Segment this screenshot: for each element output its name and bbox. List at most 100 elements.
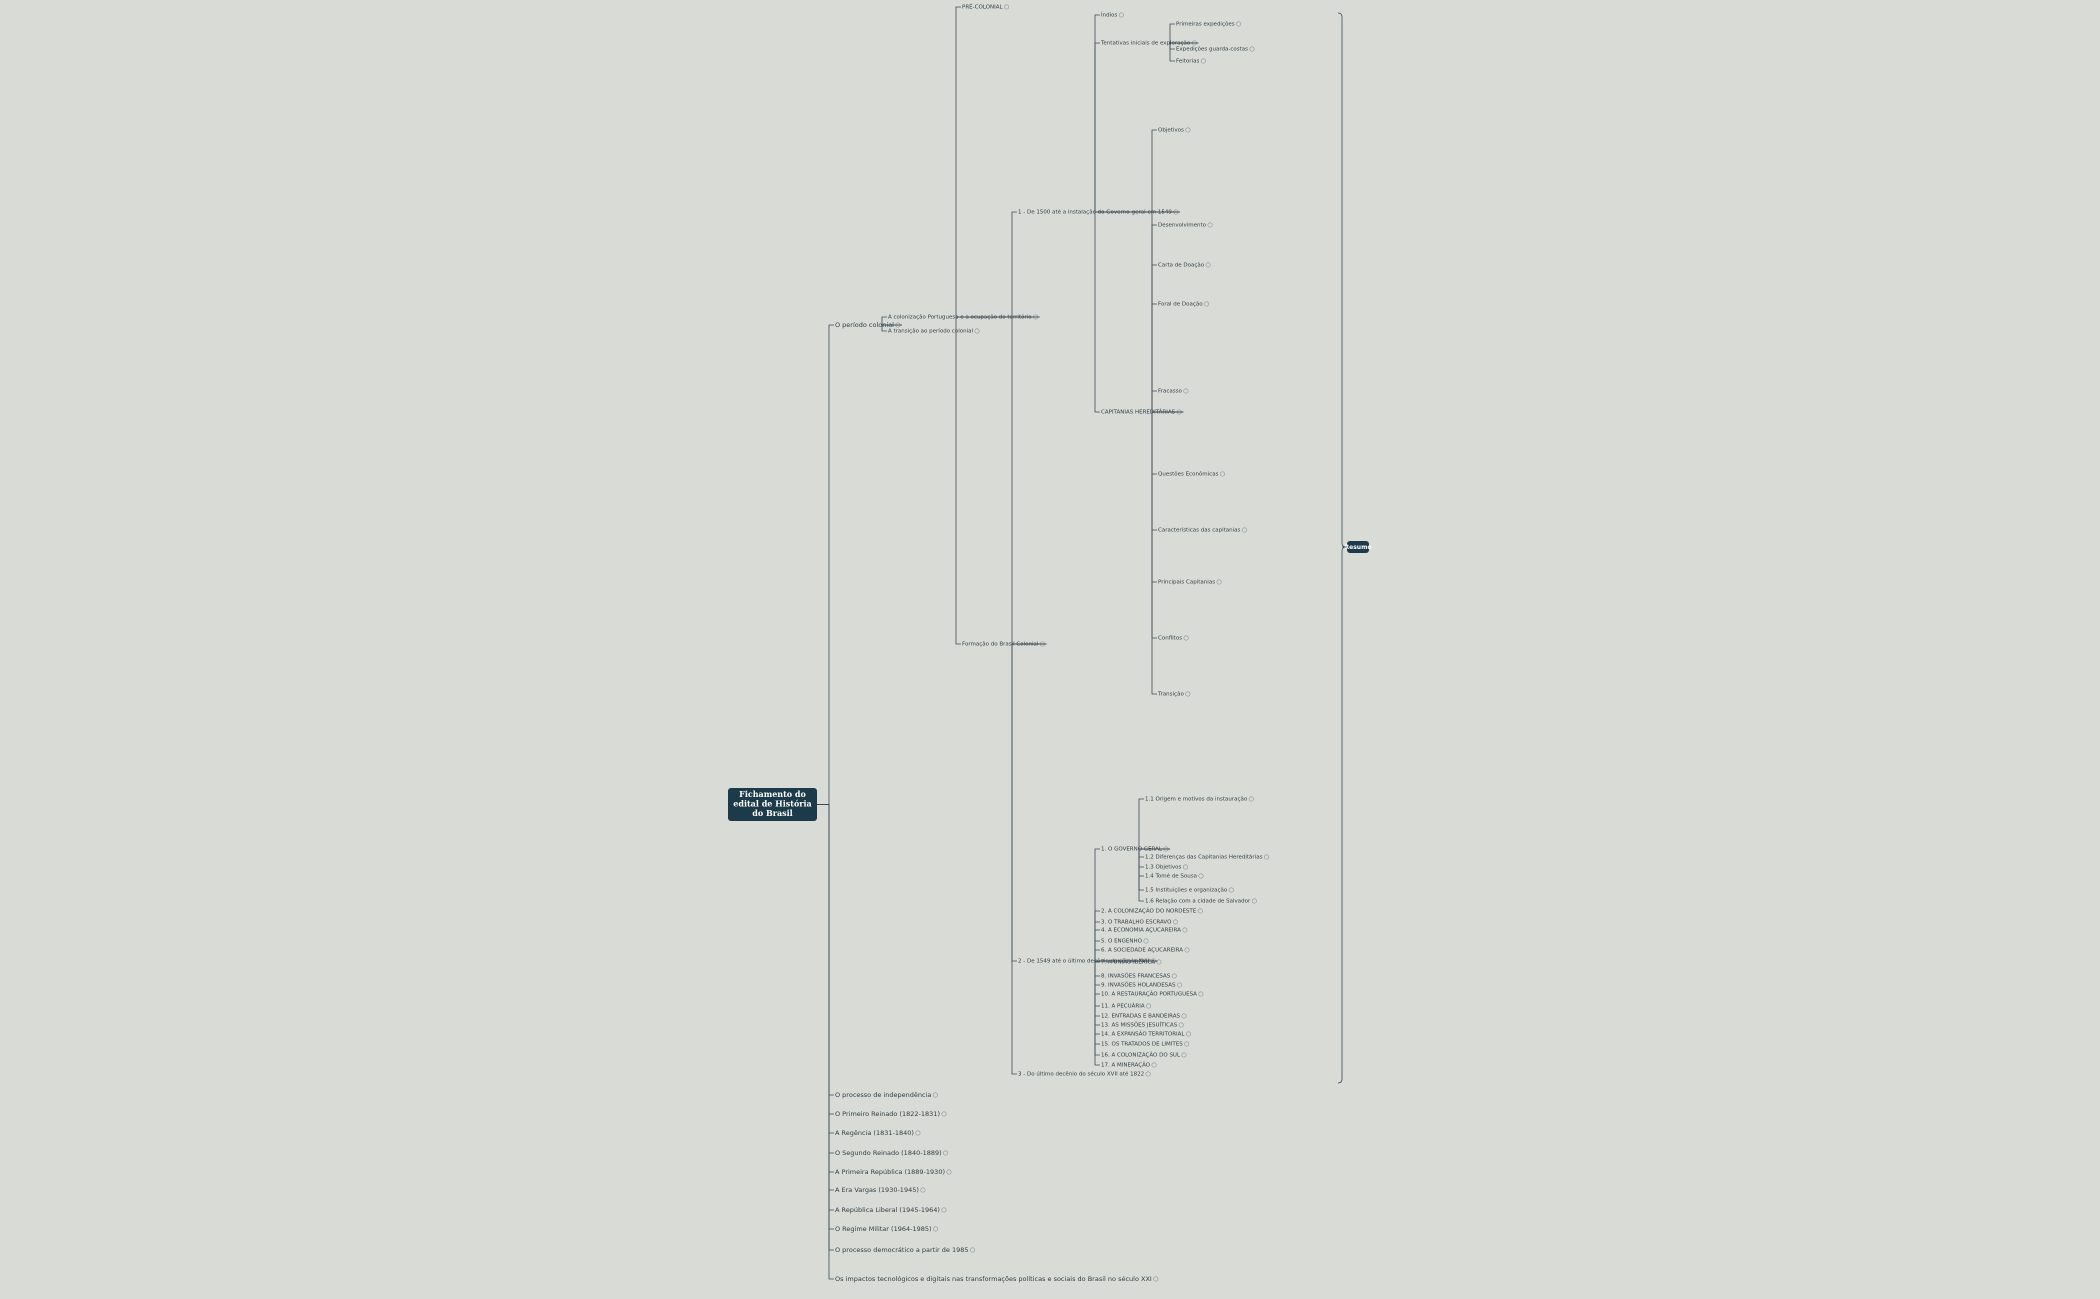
collapse-icon[interactable]: [1207, 222, 1213, 228]
root-node[interactable]: [728, 788, 817, 821]
topic-label[interactable]: 14. A EXPANSÃO TERRITORIAL: [1101, 1031, 1185, 1038]
topic-label[interactable]: 16. A COLONIZAÇÃO DO SUL: [1101, 1052, 1181, 1059]
collapse-icon[interactable]: [1263, 854, 1269, 860]
collapse-icon[interactable]: [1219, 471, 1225, 477]
collapse-icon[interactable]: [1249, 46, 1255, 52]
collapse-icon[interactable]: [1004, 4, 1010, 10]
collapse-icon[interactable]: [941, 1207, 947, 1213]
collapse-icon[interactable]: [1198, 991, 1204, 997]
topic-label[interactable]: Questões Econômicas: [1158, 471, 1219, 478]
topic-label[interactable]: 3 - Do último decênio do século XVII até…: [1018, 1071, 1144, 1078]
topic-label[interactable]: 9. INVASÕES HOLANDESAS: [1101, 982, 1176, 989]
root-label[interactable]: Fichamento do edital de História do Brasil: [733, 789, 811, 818]
topic-label[interactable]: 2. A COLONIZAÇÃO DO NORDESTE: [1101, 908, 1197, 915]
collapse-icon[interactable]: [1178, 1022, 1184, 1028]
topic-label[interactable]: PRÉ-COLONIAL: [962, 3, 1003, 11]
collapse-icon[interactable]: [1171, 973, 1177, 979]
collapse-icon[interactable]: [1143, 938, 1149, 944]
collapse-icon[interactable]: [1241, 527, 1247, 533]
topic-label[interactable]: 1.5 Instituições e organização: [1145, 888, 1228, 894]
topic-label[interactable]: Conflitos: [1158, 636, 1182, 642]
collapse-icon[interactable]: [1145, 1071, 1151, 1077]
collapse-icon[interactable]: [915, 1130, 921, 1136]
topic-label[interactable]: 1.6 Relação com a cidade de Salvador: [1145, 899, 1251, 905]
collapse-icon[interactable]: [1184, 1041, 1190, 1047]
topic-label[interactable]: Feitorias: [1176, 59, 1199, 65]
collapse-icon[interactable]: [933, 1226, 939, 1232]
collapse-icon[interactable]: [1156, 959, 1162, 965]
branch-label[interactable]: A República Liberal (1945-1964): [835, 1206, 940, 1214]
topic-label[interactable]: 1. O GOVERNO GERAL: [1101, 847, 1163, 853]
collapse-icon[interactable]: [1198, 873, 1204, 879]
collapse-icon[interactable]: [1185, 127, 1191, 133]
branch-label[interactable]: O período colonial: [835, 321, 894, 329]
topic-label[interactable]: 12. ENTRADAS E BANDEIRAS: [1101, 1014, 1181, 1020]
collapse-icon[interactable]: [1146, 1003, 1152, 1009]
collapse-icon[interactable]: [943, 1150, 949, 1156]
collapse-icon[interactable]: [1172, 919, 1178, 925]
topic-label[interactable]: 5. O ENGENHO: [1101, 939, 1143, 945]
branch-label[interactable]: A Era Vargas (1930-1945): [835, 1186, 919, 1194]
topic-label[interactable]: 1.2 Diferenças das Capitanias Hereditári…: [1145, 854, 1263, 861]
topic-label[interactable]: CAPITANIAS HEREDITÁRIAS: [1101, 409, 1176, 416]
topic-label[interactable]: Índios: [1101, 12, 1117, 19]
collapse-icon[interactable]: [1182, 864, 1188, 870]
summary-label[interactable]: Resumo: [1345, 544, 1372, 551]
topic-label[interactable]: 3. O TRABALHO ESCRAVO: [1101, 920, 1172, 926]
topic-label[interactable]: 6. A SOCIEDADE AÇUCAREIRA: [1101, 948, 1183, 954]
topic-label[interactable]: A transição ao período colonial: [888, 328, 973, 335]
topic-label[interactable]: Formação do Brasil Colonial: [962, 642, 1039, 648]
collapse-icon[interactable]: [1183, 635, 1189, 641]
collapse-icon[interactable]: [1181, 1052, 1187, 1058]
collapse-icon[interactable]: [1186, 1031, 1192, 1037]
summary-box[interactable]: [1347, 541, 1369, 553]
topic-label[interactable]: 15. OS TRATADOS DE LIMITES: [1101, 1042, 1183, 1048]
topic-label[interactable]: Transição: [1157, 692, 1184, 698]
topic-label[interactable]: 1.3 Objetivos: [1145, 865, 1182, 871]
collapse-icon[interactable]: [1118, 12, 1124, 18]
branch-label[interactable]: O Primeiro Reinado (1822-1831): [835, 1110, 940, 1118]
collapse-icon[interactable]: [1183, 388, 1189, 394]
collapse-icon[interactable]: [1182, 927, 1188, 933]
branch-label[interactable]: O processo de independência: [835, 1091, 931, 1099]
topic-label[interactable]: Objetivos: [1158, 128, 1184, 134]
collapse-icon[interactable]: [1184, 947, 1190, 953]
topic-label[interactable]: Características das capitanias: [1158, 527, 1241, 534]
collapse-icon[interactable]: [1216, 579, 1222, 585]
collapse-icon[interactable]: [1177, 982, 1183, 988]
collapse-icon[interactable]: [920, 1187, 926, 1193]
topic-label[interactable]: 10. A RESTAURAÇÃO PORTUGUESA: [1101, 991, 1197, 998]
topic-label[interactable]: Foral de Doação: [1158, 302, 1203, 308]
topic-label[interactable]: 1.4 Tomé de Sousa: [1145, 873, 1197, 880]
collapse-icon[interactable]: [941, 1111, 947, 1117]
topic-label[interactable]: Principais Capitanias: [1158, 580, 1215, 586]
collapse-icon[interactable]: [974, 328, 980, 334]
collapse-icon[interactable]: [1185, 691, 1191, 697]
collapse-icon[interactable]: [1228, 887, 1234, 893]
topic-label[interactable]: 17. A MINERAÇÃO: [1101, 1062, 1151, 1069]
branch-label[interactable]: A Regência (1831-1840): [835, 1129, 914, 1137]
topic-label[interactable]: 13. AS MISSÕES JESUÍTICAS: [1101, 1022, 1178, 1029]
branch-label[interactable]: O processo democrático a partir de 1985: [835, 1246, 969, 1254]
collapse-icon[interactable]: [1204, 301, 1210, 307]
collapse-icon[interactable]: [1251, 898, 1257, 904]
collapse-icon[interactable]: [946, 1169, 952, 1175]
topic-label[interactable]: 1.1 Origem e motivos da instauração: [1145, 797, 1248, 803]
topic-label[interactable]: 4. A ECONOMIA AÇUCAREIRA: [1101, 928, 1181, 934]
branch-label[interactable]: O Segundo Reinado (1840-1889): [835, 1149, 942, 1157]
collapse-icon[interactable]: [969, 1247, 975, 1253]
collapse-icon[interactable]: [932, 1092, 938, 1098]
collapse-icon[interactable]: [1248, 796, 1254, 802]
collapse-icon[interactable]: [1236, 21, 1242, 27]
collapse-icon[interactable]: [1200, 58, 1206, 64]
collapse-icon[interactable]: [1181, 1013, 1187, 1019]
topic-label[interactable]: Carta de Doação: [1158, 263, 1205, 269]
branch-label[interactable]: O Regime Militar (1964-1985): [835, 1225, 932, 1233]
branch-label[interactable]: A Primeira República (1889-1930): [835, 1168, 945, 1176]
topic-label[interactable]: 8. INVASÕES FRANCESAS: [1101, 973, 1171, 980]
topic-label[interactable]: 7. A UNIÃO IBÉRICA: [1101, 958, 1155, 966]
collapse-icon[interactable]: [1205, 262, 1211, 268]
topic-label[interactable]: 11. A PECUÁRIA: [1101, 1003, 1145, 1010]
topic-label[interactable]: Expedições guarda-costas: [1176, 47, 1248, 53]
collapse-icon[interactable]: [1153, 1276, 1159, 1282]
